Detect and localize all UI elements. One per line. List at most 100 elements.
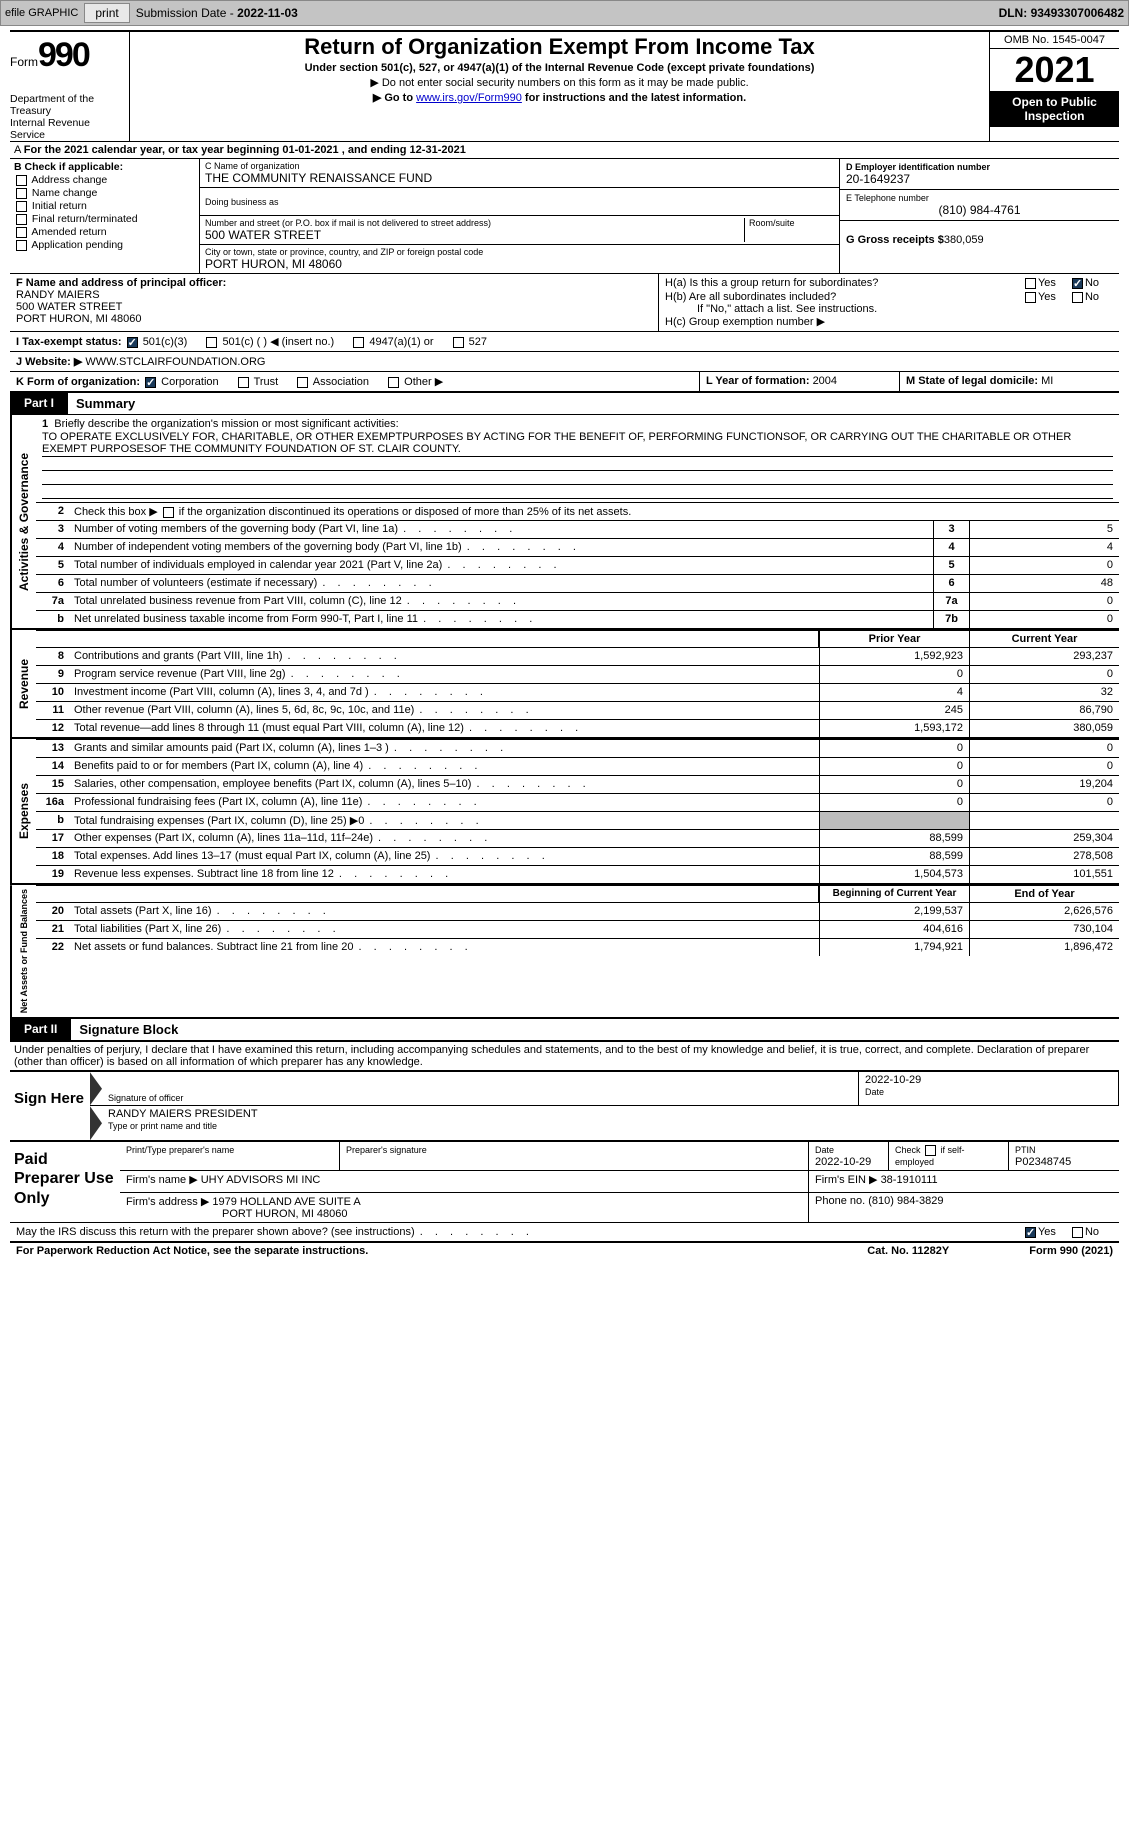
ein-value: 20-1649237 <box>846 172 1113 186</box>
row-j: J Website: ▶ WWW.STCLAIRFOUNDATION.ORG <box>10 351 1119 371</box>
b-label: B Check if applicable: <box>14 161 123 173</box>
summary-line: 17 Other expenses (Part IX, column (A), … <box>36 829 1119 847</box>
part1-title: Summary <box>68 393 143 414</box>
sig-date-label: Date <box>865 1087 884 1097</box>
firm-phone: (810) 984-3829 <box>868 1195 943 1207</box>
prep-date-label: Date <box>815 1145 834 1155</box>
side-revenue: Revenue <box>10 630 36 737</box>
i-4947[interactable]: 4947(a)(1) or <box>351 336 433 348</box>
summary-line: 14 Benefits paid to or for members (Part… <box>36 757 1119 775</box>
c-name-label: C Name of organization <box>205 161 834 171</box>
officer-name: RANDY MAIERS <box>16 289 652 301</box>
hb-no[interactable]: No <box>1070 291 1099 303</box>
website-value: WWW.STCLAIRFOUNDATION.ORG <box>82 356 265 368</box>
i-501c3[interactable]: 501(c)(3) <box>125 336 188 348</box>
side-activities: Activities & Governance <box>10 415 36 628</box>
street-label: Number and street (or P.O. box if mail i… <box>205 218 744 228</box>
paid-preparer-block: Paid Preparer Use Only Print/Type prepar… <box>10 1140 1119 1222</box>
hdr-current-year: Current Year <box>969 631 1119 647</box>
officer-street: 500 WATER STREET <box>16 301 652 313</box>
print-button[interactable]: print <box>84 3 129 23</box>
city-label: City or town, state or province, country… <box>205 247 834 257</box>
i-501c[interactable]: 501(c) ( ) ◀ (insert no.) <box>204 335 334 348</box>
firm-name: UHY ADVISORS MI INC <box>201 1174 321 1186</box>
summary-line: 21 Total liabilities (Part X, line 26) 4… <box>36 920 1119 938</box>
chk-address-change[interactable]: Address change <box>14 174 195 186</box>
summary-line: 8 Contributions and grants (Part VIII, l… <box>36 647 1119 665</box>
hb-label: H(b) Are all subordinates included? <box>665 291 1023 303</box>
ha-no[interactable]: No <box>1070 277 1099 289</box>
section-b-c-d: B Check if applicable: Address change Na… <box>10 158 1119 273</box>
part1-header: Part I <box>10 393 68 414</box>
footer-formno: Form 990 (2021) <box>1029 1245 1113 1257</box>
chk-amended-return[interactable]: Amended return <box>14 226 195 238</box>
sig-date: 2022-10-29 <box>865 1074 1112 1086</box>
summary-line: 22 Net assets or fund balances. Subtract… <box>36 938 1119 956</box>
signature-declaration: Under penalties of perjury, I declare th… <box>10 1040 1119 1070</box>
chk-initial-return[interactable]: Initial return <box>14 200 195 212</box>
gross-receipts-label: G Gross receipts $ <box>846 234 944 246</box>
gross-receipts-value: 380,059 <box>944 234 984 246</box>
sig-name: RANDY MAIERS PRESIDENT <box>108 1108 1113 1120</box>
part2-title: Signature Block <box>71 1019 186 1040</box>
form-title: Return of Organization Exempt From Incom… <box>136 34 983 60</box>
summary-line: 7a Total unrelated business revenue from… <box>36 592 1119 610</box>
form-subtitle: Under section 501(c), 527, or 4947(a)(1)… <box>136 62 983 74</box>
hdr-eoy: End of Year <box>969 886 1119 902</box>
firm-addr-label: Firm's address ▶ <box>126 1196 212 1208</box>
firm-ein-label: Firm's EIN ▶ <box>815 1174 881 1186</box>
discuss-yes[interactable]: Yes <box>1023 1226 1056 1238</box>
line2-checkbox[interactable] <box>163 507 174 518</box>
chk-final-return[interactable]: Final return/terminated <box>14 213 195 225</box>
ha-yes[interactable]: Yes <box>1023 277 1056 289</box>
footer-catno: Cat. No. 11282Y <box>867 1245 949 1257</box>
form-number: 990 <box>38 36 89 74</box>
chk-application-pending[interactable]: Application pending <box>14 239 195 251</box>
k-trust[interactable]: Trust <box>236 376 279 388</box>
room-label: Room/suite <box>749 218 834 228</box>
chk-name-change[interactable]: Name change <box>14 187 195 199</box>
line1-num: 1 <box>42 418 48 430</box>
prep-selfemp: Check if self-employed <box>895 1145 965 1167</box>
sign-here-label: Sign Here <box>10 1072 90 1140</box>
summary-line: 4 Number of independent voting members o… <box>36 538 1119 556</box>
toolbar: efile GRAPHIC print Submission Date - 20… <box>0 0 1129 26</box>
hb-yes[interactable]: Yes <box>1023 291 1056 303</box>
mission-text: TO OPERATE EXCLUSIVELY FOR, CHARITABLE, … <box>42 430 1113 457</box>
paid-preparer-label: Paid Preparer Use Only <box>10 1142 120 1222</box>
phone-label: E Telephone number <box>846 193 1113 203</box>
summary-line: 10 Investment income (Part VIII, column … <box>36 683 1119 701</box>
form-note-ssn: ▶ Do not enter social security numbers o… <box>136 76 983 89</box>
discuss-no[interactable]: No <box>1070 1226 1099 1238</box>
row-i: I Tax-exempt status: 501(c)(3) 501(c) ( … <box>10 331 1119 351</box>
summary-line: 6 Total number of volunteers (estimate i… <box>36 574 1119 592</box>
k-assoc[interactable]: Association <box>295 376 369 388</box>
state-domicile: MI <box>1041 375 1053 387</box>
tax-year: 2021 <box>990 49 1119 91</box>
f-label: F Name and address of principal officer: <box>16 277 652 289</box>
irs-link[interactable]: www.irs.gov/Form990 <box>416 92 522 104</box>
summary-line: 5 Total number of individuals employed i… <box>36 556 1119 574</box>
footer-left: For Paperwork Reduction Act Notice, see … <box>16 1245 368 1257</box>
period-row: A For the 2021 calendar year, or tax yea… <box>10 141 1119 158</box>
dba-label: Doing business as <box>205 197 834 207</box>
sig-officer-label: Signature of officer <box>108 1093 852 1103</box>
k-other[interactable]: Other ▶ <box>386 375 443 388</box>
sign-here-block: Sign Here Signature of officer 2022-10-2… <box>10 1070 1119 1140</box>
i-527[interactable]: 527 <box>451 336 487 348</box>
city-value: PORT HURON, MI 48060 <box>205 257 834 271</box>
prep-date: 2022-10-29 <box>815 1156 871 1168</box>
street-value: 500 WATER STREET <box>205 228 744 242</box>
k-corp[interactable]: Corporation <box>143 376 219 388</box>
omb-number: OMB No. 1545-0047 <box>990 32 1119 49</box>
triangle-icon <box>90 1106 102 1140</box>
triangle-icon <box>90 1072 102 1105</box>
submission-date-label: Submission Date - 2022-11-03 <box>136 6 298 20</box>
summary-line: 20 Total assets (Part X, line 16) 2,199,… <box>36 902 1119 920</box>
discuss-question: May the IRS discuss this return with the… <box>16 1226 531 1238</box>
summary-line: 11 Other revenue (Part VIII, column (A),… <box>36 701 1119 719</box>
m-label: M State of legal domicile: <box>906 375 1041 387</box>
ha-label: H(a) Is this a group return for subordin… <box>665 277 1023 289</box>
dln: DLN: 93493307006482 <box>999 6 1124 20</box>
open-inspection: Open to Public Inspection <box>990 91 1119 127</box>
